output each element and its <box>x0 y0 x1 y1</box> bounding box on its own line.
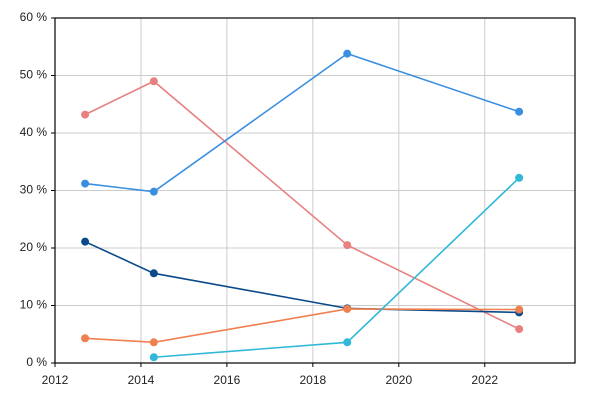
x-tick-label: 2014 <box>128 373 155 387</box>
x-tick-label: 2020 <box>385 373 412 387</box>
x-tick-label: 2018 <box>299 373 326 387</box>
y-tick-label: 30 % <box>20 183 48 197</box>
data-point <box>515 325 524 334</box>
data-point <box>343 304 352 313</box>
data-point <box>343 338 352 347</box>
data-point <box>149 353 158 362</box>
data-point <box>149 269 158 278</box>
x-tick-label: 2012 <box>42 373 69 387</box>
grid <box>54 17 575 364</box>
data-point <box>81 237 90 246</box>
x-tick-label: 2022 <box>471 373 498 387</box>
data-point <box>149 77 158 86</box>
series-line <box>84 240 520 314</box>
series-line <box>84 52 520 193</box>
data-point <box>149 338 158 347</box>
y-tick-label: 60 % <box>20 10 48 24</box>
data-point <box>149 187 158 196</box>
y-tick-label: 50 % <box>20 68 48 82</box>
data-point <box>343 49 352 58</box>
data-point <box>515 173 524 182</box>
y-tick-label: 0 % <box>26 355 47 369</box>
series-line <box>85 308 520 344</box>
series-line <box>84 80 520 330</box>
x-tick-label: 2016 <box>214 373 241 387</box>
y-tick-label: 10 % <box>20 298 48 312</box>
y-tick-label: 40 % <box>20 125 48 139</box>
lines <box>81 49 524 362</box>
data-point <box>515 305 524 314</box>
y-tick-label: 20 % <box>20 240 48 254</box>
data-point <box>515 107 524 116</box>
data-point <box>81 334 90 343</box>
data-point <box>343 241 352 250</box>
data-point <box>81 110 90 119</box>
data-point <box>81 179 90 188</box>
series-line <box>153 177 520 359</box>
